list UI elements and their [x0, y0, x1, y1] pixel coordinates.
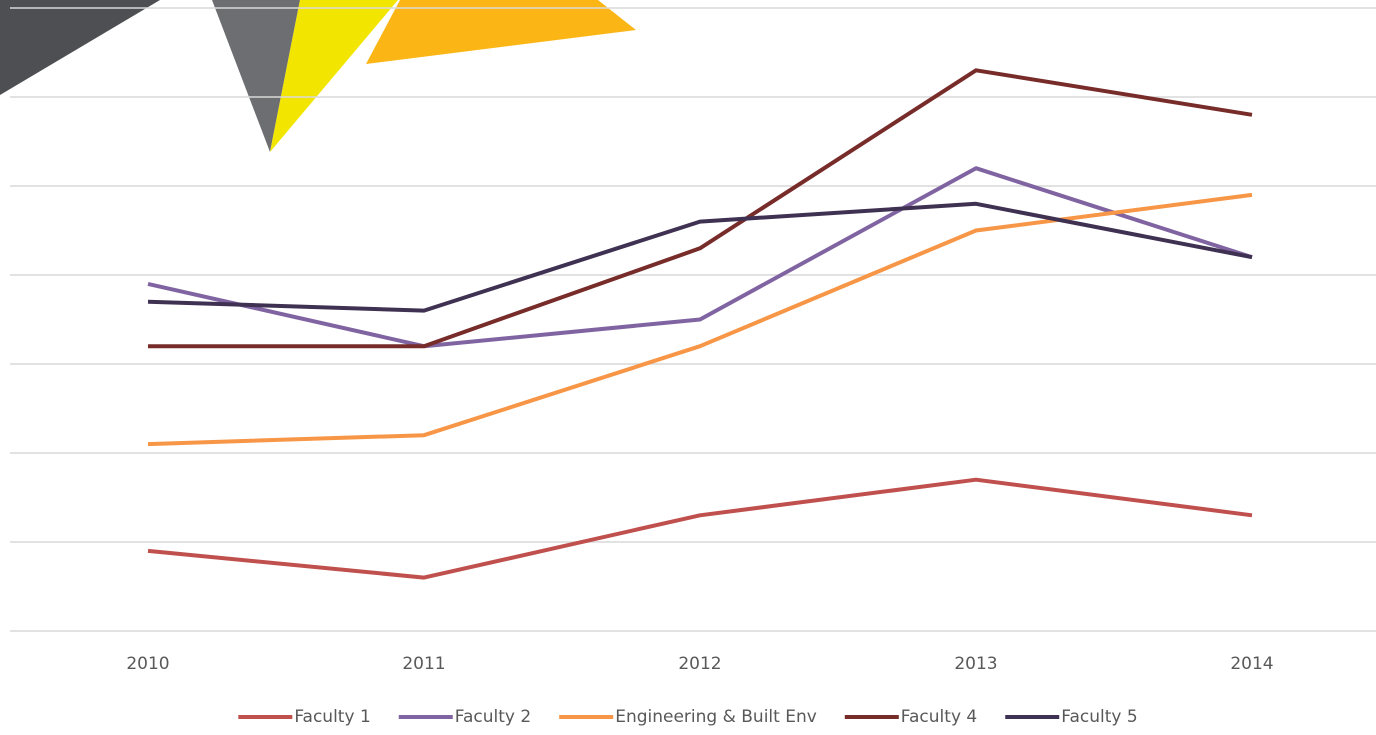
x-tick-label: 2013	[954, 654, 997, 674]
legend-label: Faculty 1	[294, 707, 370, 727]
series-line	[148, 68, 1253, 349]
legend-label: Faculty 2	[455, 707, 531, 727]
decoration	[0, 0, 636, 152]
legend-label: Faculty 5	[1061, 707, 1137, 727]
decor-triangle	[270, 0, 398, 152]
series-line	[147, 166, 1253, 349]
x-tick-label: 2011	[402, 654, 445, 674]
series-line	[147, 201, 1253, 313]
legend-label: Faculty 4	[901, 707, 977, 727]
legend-label: Engineering & Built Env	[615, 707, 817, 727]
decor-triangle	[366, 0, 636, 64]
decor-triangle	[0, 0, 160, 95]
x-tick-label: 2012	[678, 654, 721, 674]
decor-triangle	[212, 0, 300, 152]
series-line	[147, 477, 1253, 580]
x-tick-label: 2014	[1230, 654, 1273, 674]
series-line	[147, 192, 1253, 447]
x-tick-label: 2010	[126, 654, 169, 674]
